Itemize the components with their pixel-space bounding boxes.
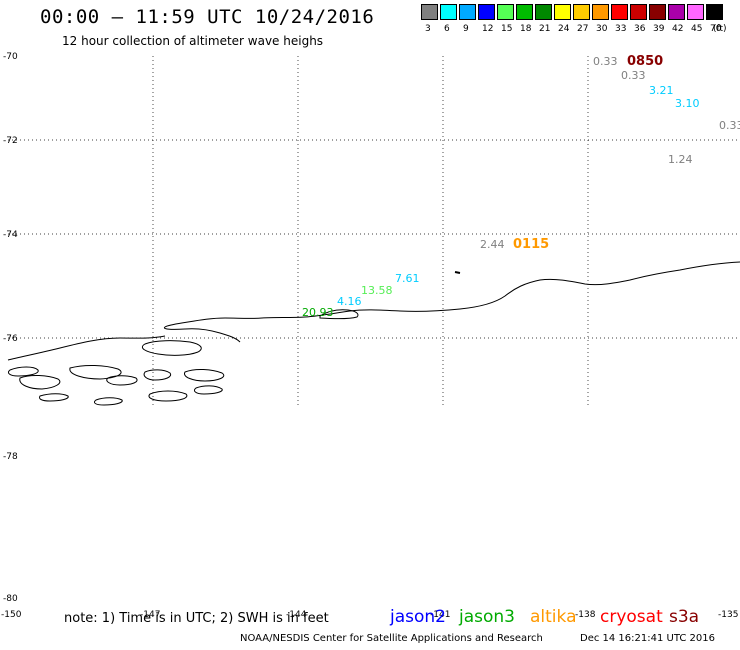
graticule — [8, 56, 740, 406]
wave-point: 4.16 — [337, 295, 362, 308]
legend-swatch — [687, 4, 704, 20]
lat-tick-label: -78 — [3, 452, 18, 462]
satellite-s3a: s3a — [669, 607, 700, 627]
wave-point: 20.93 — [302, 306, 334, 319]
legend-label: 18 — [520, 24, 532, 34]
legend-label: 9 — [463, 24, 469, 34]
legend-swatch — [668, 4, 685, 20]
satellite-altika: altika — [530, 607, 577, 627]
lon-tick-label: -150 — [1, 610, 22, 620]
lat-tick-label: -70 — [3, 52, 18, 62]
legend-unit: (ft) — [713, 24, 727, 34]
wave-point: 13.58 — [361, 284, 393, 297]
lon-tick-label: -138 — [575, 610, 596, 620]
wave-point: 3.10 — [675, 97, 700, 110]
wave-point-time: 0850 — [627, 54, 663, 69]
generated-timestamp: Dec 14 16:21:41 UTC 2016 — [580, 633, 715, 644]
lon-tick-label: -135 — [718, 610, 738, 620]
legend-label: 15 — [501, 24, 513, 34]
legend-label: 30 — [596, 24, 608, 34]
map-subtitle: 12 hour collection of altimeter wave hei… — [62, 34, 324, 48]
legend-label: 33 — [615, 24, 627, 34]
legend-swatch — [592, 4, 609, 20]
wave-point: 0.33 — [593, 55, 618, 68]
lat-tick-label: -74 — [3, 230, 18, 240]
legend-swatch — [649, 4, 666, 20]
legend-label: 21 — [539, 24, 551, 34]
legend-label: 24 — [558, 24, 570, 34]
lat-tick-labels: -70 -72 -74 -76 -78 -80 — [3, 52, 18, 604]
legend-swatch — [535, 4, 552, 20]
legend-label: 6 — [444, 24, 450, 34]
legend-swatch — [630, 4, 647, 20]
legend-swatch — [421, 4, 438, 20]
legend-swatch — [611, 4, 628, 20]
legend-swatch — [459, 4, 476, 20]
satellite-jason2: jason2 — [390, 607, 446, 627]
legend-swatch — [554, 4, 571, 20]
legend-label: 42 — [672, 24, 684, 34]
wave-point: 0.33 — [719, 119, 740, 132]
legend-swatch — [706, 4, 723, 20]
satellite-jason3: jason3 — [459, 607, 515, 627]
legend-swatch — [478, 4, 495, 20]
map-title: 00:00 – 11:59 UTC 10/24/2016 — [40, 6, 375, 28]
satellite-cryosat: cryosat — [600, 607, 663, 627]
lon-tick-labels: -150 -147 -144 -141 -138 -135 — [1, 610, 738, 620]
wave-point: 7.61 — [395, 272, 420, 285]
legend-swatch — [516, 4, 533, 20]
legend-label: 39 — [653, 24, 665, 34]
legend-label: 36 — [634, 24, 646, 34]
legend-label: 27 — [577, 24, 589, 34]
footer-note: note: 1) Time is in UTC; 2) SWH is in fe… — [64, 611, 329, 626]
lat-tick-label: -72 — [3, 136, 18, 146]
lon-tick-label: -144 — [286, 610, 307, 620]
lon-tick-label: -141 — [430, 610, 450, 620]
lat-tick-label: -80 — [3, 594, 18, 604]
legend-label: 12 — [482, 24, 494, 34]
wave-point: 1.24 — [668, 153, 693, 166]
legend-label: 3 — [425, 24, 431, 34]
legend-label: 45 — [691, 24, 703, 34]
lon-tick-label: -147 — [140, 610, 160, 620]
wave-point: 2.44 — [480, 238, 505, 251]
credit-line: NOAA/NESDIS Center for Satellite Applica… — [240, 633, 543, 644]
legend-swatch — [573, 4, 590, 20]
legend-swatch — [440, 4, 457, 20]
coastline — [7, 261, 740, 406]
lat-tick-label: -76 — [3, 334, 18, 344]
legend-swatch — [497, 4, 514, 20]
wave-point: 0.33 — [621, 69, 646, 82]
wave-observations: 0.33 0850 0.33 3.21 3.10 0.33 1.24 2.44 … — [302, 54, 740, 319]
legend-label: 70 — [710, 24, 722, 34]
wave-point: 3.21 — [649, 84, 674, 97]
wave-point-time: 0115 — [513, 237, 549, 252]
